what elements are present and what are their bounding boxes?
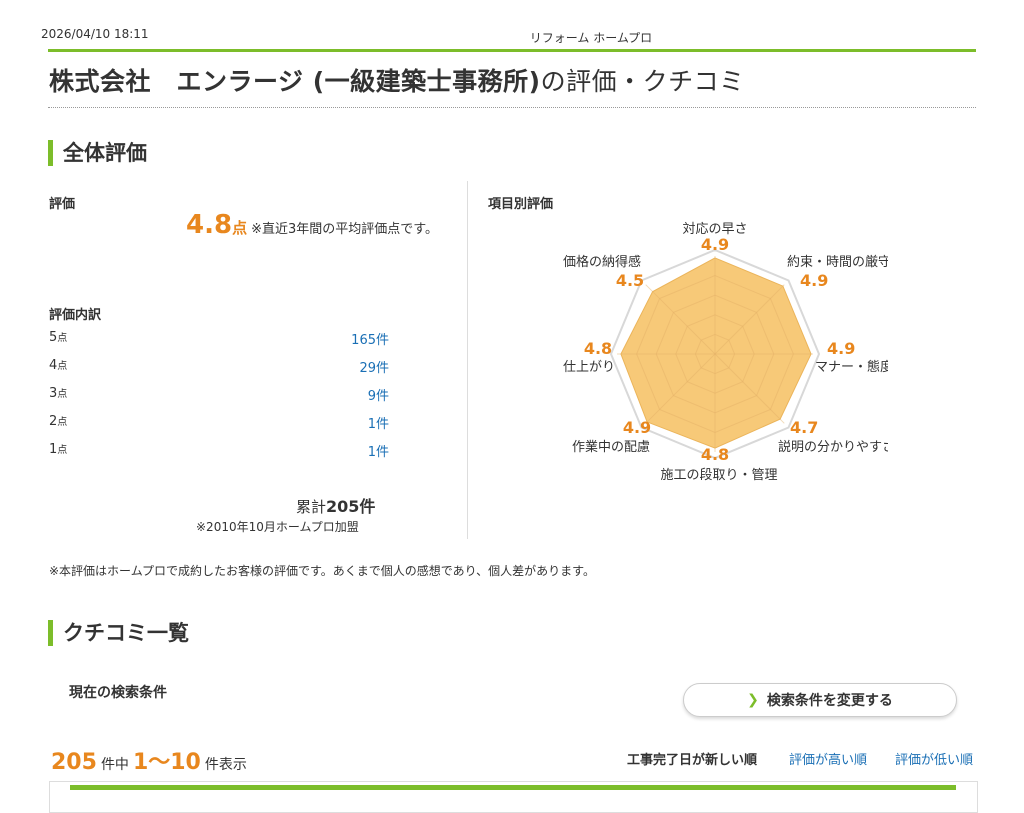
breakdown-stars: 2点	[49, 414, 68, 429]
radar-axis-label: 仕上がり	[563, 360, 615, 375]
section-heading-overall: 全体評価	[48, 140, 147, 166]
chevron-right-icon: ❯	[747, 692, 759, 708]
company-name: 株式会社 エンラージ (一級建築士事務所)	[49, 67, 541, 96]
radar-data-polygon	[620, 257, 812, 449]
breakdown-count-link[interactable]: 1件	[367, 445, 389, 460]
radar-score-label: 4.7	[790, 418, 818, 437]
change-button-label: 検索条件を変更する	[766, 693, 893, 709]
breakdown-count-link[interactable]: 9件	[367, 389, 389, 404]
radar-axis-label: 価格の納得感	[563, 254, 641, 270]
total-count: 205件	[326, 497, 376, 516]
rating-label: 評価	[49, 197, 76, 212]
member-since: ※2010年10月ホームプロ加盟	[196, 520, 359, 534]
breakdown-row-4: 4点 29件	[49, 357, 389, 377]
overall-score: 4.8点 ※直近3年間の平均評価点です。	[186, 210, 438, 240]
radar-score-label: 4.8	[584, 339, 612, 358]
breakdown-stars: 5点	[49, 330, 68, 345]
sort-highest-rating[interactable]: 評価が高い順	[789, 753, 868, 768]
page-title: 株式会社 エンラージ (一級建築士事務所)の評価・クチコミ	[49, 62, 745, 98]
sort-lowest-rating[interactable]: 評価が低い順	[895, 753, 974, 768]
radar-axis-label: 対応の早さ	[682, 222, 747, 237]
item-rating-radar-chart: 対応の早さ4.9約束・時間の厳守4.9マナー・態度4.9説明の分かりやすさ4.7…	[563, 222, 888, 483]
page-title-suffix: の評価・クチコミ	[540, 67, 745, 96]
radar-score-label: 4.9	[623, 418, 651, 437]
breakdown-row-5: 5点 165件	[49, 329, 389, 349]
radar-spoke	[714, 353, 785, 424]
radar-score-label: 4.5	[616, 271, 644, 290]
radar-spoke	[645, 284, 716, 355]
score-unit: 点	[232, 219, 248, 237]
breakdown-count-link[interactable]: 165件	[351, 333, 389, 348]
breakdown-count-link[interactable]: 29件	[359, 361, 389, 376]
breakdown-label: 評価内訳	[49, 308, 102, 323]
current-condition-label: 現在の検索条件	[69, 685, 167, 701]
item-rating-label: 項目別評価	[488, 197, 554, 212]
radar-spoke	[645, 353, 716, 424]
sort-newest-completed[interactable]: 工事完了日が新しい順	[627, 753, 758, 768]
radar-axis-label: 施工の段取り・管理	[660, 468, 777, 483]
score-note: ※直近3年間の平均評価点です。	[251, 222, 438, 237]
breakdown-count-link[interactable]: 1件	[367, 417, 389, 432]
result-total: 205	[51, 750, 97, 775]
section-heading-reviews: クチコミ一覧	[48, 620, 189, 646]
radar-grid-ring	[636, 275, 794, 433]
score-value: 4.8	[186, 210, 233, 240]
change-search-condition-button[interactable]: ❯ 検索条件を変更する	[683, 683, 957, 717]
radar-score-label: 4.9	[827, 339, 855, 358]
radar-score-label: 4.8	[701, 445, 729, 464]
breakdown-stars: 3点	[49, 386, 68, 401]
breakdown-row-3: 3点 9件	[49, 385, 389, 405]
header-rule	[48, 49, 976, 52]
breakdown-row-1: 1点 1件	[49, 441, 389, 461]
result-count: 205 件中 1〜10 件表示	[51, 750, 247, 775]
radar-score-label: 4.9	[800, 271, 828, 290]
column-divider	[467, 181, 468, 539]
print-site-name: リフォーム ホームプロ	[529, 31, 653, 45]
result-range: 1〜10	[132, 750, 201, 775]
radar-grid-ring	[675, 314, 755, 394]
breakdown-stars: 1点	[49, 442, 68, 457]
radar-axis-label: 説明の分かりやすさ	[778, 439, 888, 455]
radar-grid-ring	[694, 333, 736, 375]
breakdown-stars: 4点	[49, 358, 68, 373]
rating-disclaimer: ※本評価はホームプロで成約したお客様の評価です。あくまで個人の感想であり、個人差…	[49, 564, 595, 578]
breakdown-row-2: 2点 1件	[49, 413, 389, 433]
print-datetime: 2026/04/10 18:11	[41, 27, 149, 41]
title-divider	[48, 107, 976, 108]
radar-axis-label: 約束・時間の厳守	[787, 255, 888, 270]
review-card-top-bar	[70, 785, 956, 790]
radar-spoke	[714, 284, 785, 355]
radar-axis-label: 作業中の配慮	[572, 439, 650, 455]
radar-axis-label: マナー・態度	[815, 359, 888, 375]
total-reviews: 累計205件	[296, 497, 376, 516]
radar-score-label: 4.9	[701, 235, 729, 254]
radar-grid-ring	[655, 294, 775, 414]
